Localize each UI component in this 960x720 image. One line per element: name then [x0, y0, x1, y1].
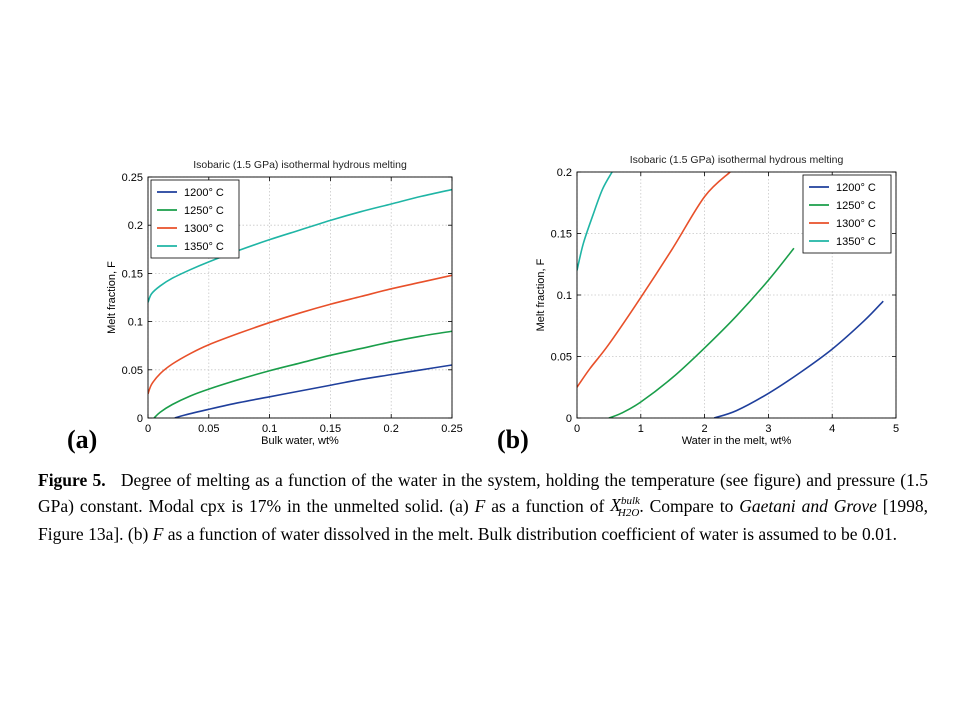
legend-label-1200: 1200° C — [184, 187, 224, 199]
chart-title: Isobaric (1.5 GPa) isothermal hydrous me… — [630, 154, 844, 166]
x-tick-label: 2 — [702, 423, 708, 435]
caption-text-3: . Compare to — [639, 495, 740, 516]
legend-box — [150, 179, 240, 259]
series-line-1350 — [577, 172, 613, 271]
caption-text-5: as a function of water dissolved in the … — [163, 524, 897, 545]
chart-svg: Isobaric (1.5 GPa) isothermal hydrous me… — [535, 154, 899, 447]
y-tick-label: 0.25 — [122, 172, 143, 184]
math-base: X — [610, 495, 621, 516]
legend-label-1350: 1350° C — [184, 241, 224, 253]
legend-box — [802, 174, 892, 254]
legend-label-1350: 1350° C — [836, 236, 876, 248]
series-line-1200 — [713, 300, 884, 418]
legend-label-1250: 1250° C — [184, 205, 224, 217]
y-tick-label: 0.05 — [551, 352, 572, 364]
series-line-1250 — [153, 330, 452, 418]
chart-panel-b: Isobaric (1.5 GPa) isothermal hydrous me… — [495, 145, 915, 450]
figure-label: Figure 5. — [38, 470, 106, 490]
series-line-1350 — [148, 188, 452, 303]
caption-math-x-bulk: XbulkH2O — [610, 495, 640, 519]
x-tick-label: 1 — [638, 423, 644, 435]
series-line-1300 — [148, 274, 452, 395]
chart-panel-a: Isobaric (1.5 GPa) isothermal hydrous me… — [60, 150, 470, 450]
y-axis-label: Melt fraction, F — [535, 258, 547, 331]
chart-title: Isobaric (1.5 GPa) isothermal hydrous me… — [193, 159, 407, 171]
caption-text-2: as a function of — [485, 495, 611, 516]
plot-frame — [576, 171, 897, 419]
x-tick-label: 0.25 — [441, 423, 462, 435]
caption-text-4: [1998, Figure 13a]. (b) — [38, 495, 928, 545]
panel-label-b: (b) — [497, 425, 529, 454]
series-line-1300 — [577, 172, 731, 388]
panel-label-a: (a) — [67, 425, 98, 454]
caption-F-b: F — [152, 524, 164, 545]
y-tick-label: 0.15 — [551, 229, 572, 241]
plot-frame — [147, 176, 453, 419]
legend-label-1200: 1200° C — [836, 182, 876, 194]
series-line-1200 — [174, 364, 452, 418]
y-tick-label: 0.2 — [557, 167, 572, 179]
y-tick-label: 0.05 — [122, 365, 143, 377]
x-tick-label: 4 — [829, 423, 835, 435]
legend-label-1250: 1250° C — [836, 200, 876, 212]
math-sup: bulk — [620, 495, 640, 508]
y-tick-label: 0.15 — [122, 268, 143, 280]
caption-text-1: Degree of melting as a function of the w… — [38, 470, 928, 516]
y-tick-label: 0.2 — [128, 220, 143, 232]
legend-label-1300: 1300° C — [184, 223, 224, 235]
x-tick-label: 0.2 — [384, 423, 399, 435]
x-tick-label: 5 — [893, 423, 899, 435]
x-tick-label: 3 — [765, 423, 771, 435]
caption-citation: Gaetani and Grove — [739, 495, 877, 516]
y-tick-label: 0 — [137, 413, 143, 425]
x-tick-label: 0.1 — [262, 423, 277, 435]
x-tick-label: 0.15 — [320, 423, 341, 435]
x-tick-label: 0 — [145, 423, 151, 435]
y-tick-label: 0.1 — [128, 317, 143, 329]
x-axis-label: Bulk water, wt% — [261, 435, 339, 447]
caption-F-a: F — [474, 495, 486, 516]
series-line-1250 — [608, 247, 795, 418]
y-axis-label: Melt fraction, F — [106, 261, 118, 334]
legend-label-1300: 1300° C — [836, 218, 876, 230]
x-tick-label: 0 — [574, 423, 580, 435]
chart-svg: Isobaric (1.5 GPa) isothermal hydrous me… — [106, 159, 463, 447]
y-tick-label: 0 — [566, 413, 572, 425]
y-tick-label: 0.1 — [557, 290, 572, 302]
x-axis-label: Water in the melt, wt% — [682, 435, 792, 447]
math-sub: H2O — [617, 506, 640, 519]
figure-caption: Figure 5. Degree of melting as a functio… — [38, 470, 928, 546]
x-tick-label: 0.05 — [198, 423, 219, 435]
